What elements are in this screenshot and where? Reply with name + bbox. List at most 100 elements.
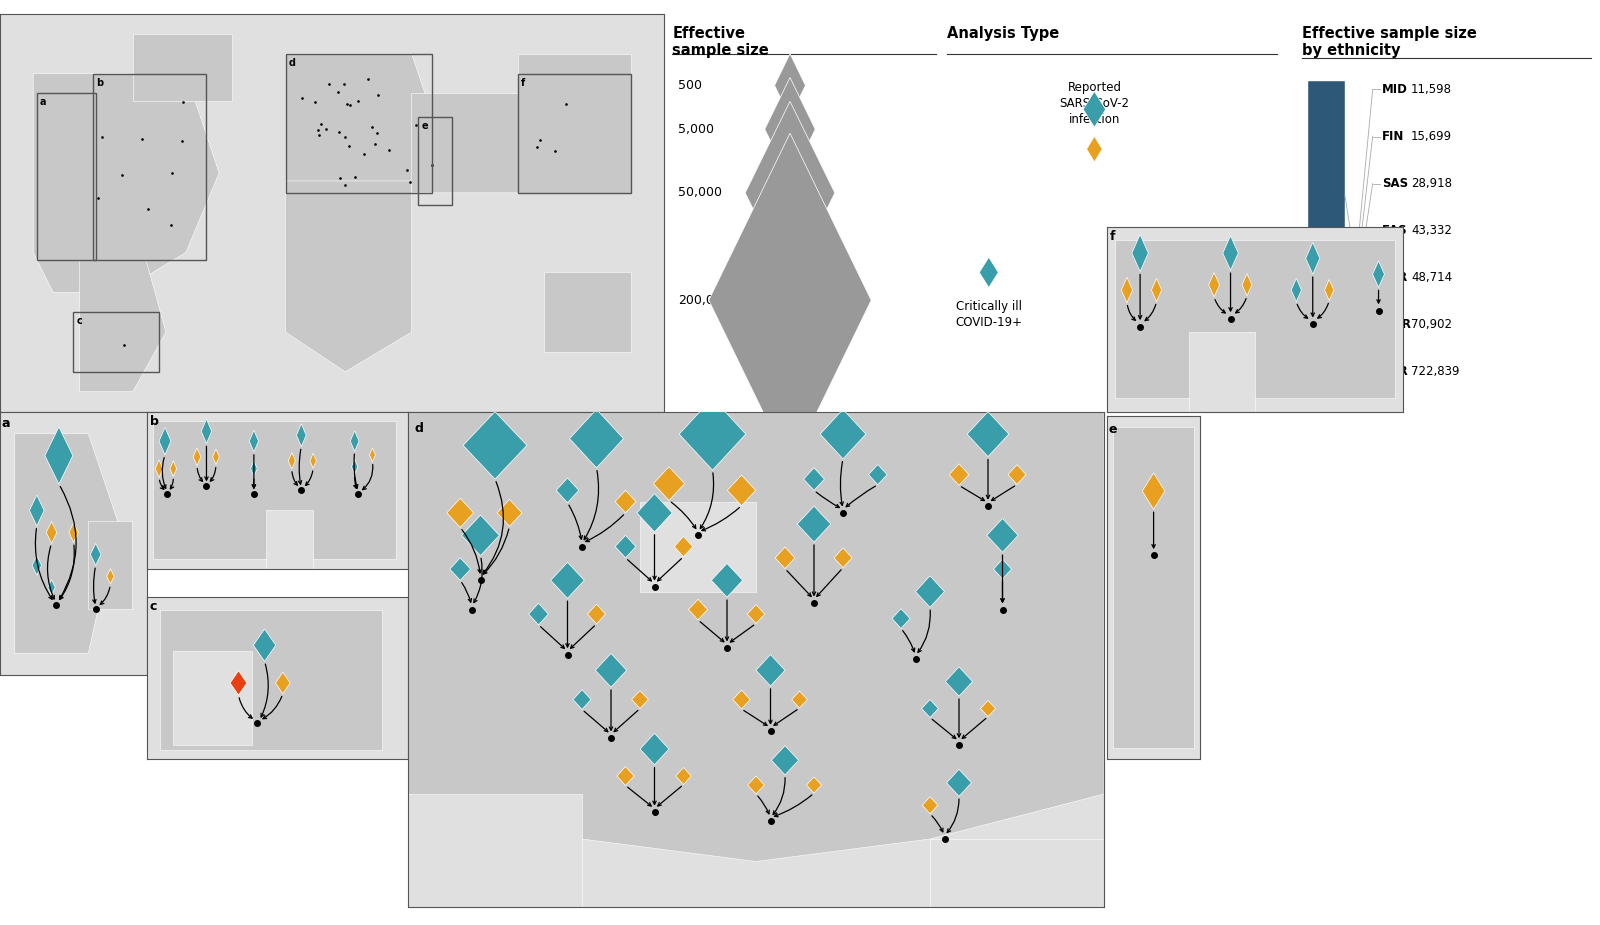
Polygon shape (1291, 278, 1301, 302)
Polygon shape (1142, 473, 1165, 510)
Polygon shape (408, 794, 582, 906)
Polygon shape (797, 506, 830, 542)
Text: 11,598: 11,598 (1411, 83, 1453, 96)
Text: SAS: SAS (1382, 177, 1408, 190)
Polygon shape (462, 412, 526, 479)
Polygon shape (230, 671, 246, 695)
Polygon shape (498, 500, 522, 526)
Polygon shape (1008, 464, 1026, 485)
Polygon shape (893, 609, 910, 628)
Text: 200,000: 200,000 (678, 294, 730, 307)
Polygon shape (757, 655, 786, 686)
Polygon shape (250, 430, 259, 452)
Polygon shape (930, 839, 1104, 906)
Polygon shape (869, 464, 886, 485)
Polygon shape (765, 78, 816, 181)
Text: AMR: AMR (1382, 318, 1411, 331)
Polygon shape (653, 467, 685, 500)
Polygon shape (803, 468, 824, 490)
Text: EUR: EUR (1382, 365, 1408, 378)
Polygon shape (587, 604, 605, 624)
Polygon shape (352, 459, 358, 475)
Polygon shape (746, 102, 835, 284)
Polygon shape (712, 563, 742, 598)
Text: Effective
sample size: Effective sample size (672, 26, 770, 58)
Polygon shape (88, 522, 133, 610)
Polygon shape (518, 54, 630, 192)
Bar (285, 54, 432, 192)
Polygon shape (154, 422, 397, 559)
Text: c: c (77, 316, 82, 327)
Bar (93, 73, 206, 261)
Polygon shape (637, 494, 672, 532)
Text: 70,902: 70,902 (1411, 318, 1453, 331)
Polygon shape (1152, 278, 1162, 302)
Polygon shape (573, 690, 590, 709)
Polygon shape (614, 490, 635, 512)
Polygon shape (80, 261, 166, 392)
Text: c: c (150, 600, 157, 613)
Polygon shape (1189, 332, 1254, 412)
Polygon shape (160, 610, 382, 750)
Text: Reported
SARS-CoV-2
infection: Reported SARS-CoV-2 infection (1059, 81, 1130, 127)
Polygon shape (747, 605, 765, 623)
Polygon shape (806, 777, 821, 793)
Polygon shape (29, 495, 45, 525)
Polygon shape (310, 453, 317, 468)
Polygon shape (1131, 235, 1149, 272)
Polygon shape (946, 667, 973, 697)
Text: 722,839: 722,839 (1411, 365, 1459, 378)
Bar (1309, 333, 1346, 349)
Polygon shape (411, 93, 565, 192)
Polygon shape (678, 398, 746, 470)
Polygon shape (616, 767, 634, 785)
Polygon shape (194, 448, 200, 465)
Polygon shape (614, 536, 635, 558)
Polygon shape (173, 650, 251, 745)
Text: Analysis Type: Analysis Type (947, 26, 1059, 41)
Text: b: b (96, 78, 104, 88)
Polygon shape (922, 699, 939, 718)
Text: Hospitalised
COVID-19+: Hospitalised COVID-19+ (1128, 301, 1202, 329)
Polygon shape (922, 796, 938, 814)
Polygon shape (979, 257, 998, 288)
Polygon shape (446, 499, 474, 527)
Polygon shape (107, 569, 114, 584)
Polygon shape (981, 700, 995, 717)
Bar (1309, 349, 1346, 362)
Polygon shape (675, 768, 691, 784)
Polygon shape (213, 449, 219, 464)
Polygon shape (1122, 278, 1133, 302)
Polygon shape (709, 133, 872, 467)
Polygon shape (32, 556, 42, 575)
Polygon shape (747, 776, 765, 794)
Polygon shape (728, 475, 755, 506)
Bar (1309, 376, 1346, 380)
Polygon shape (994, 560, 1011, 579)
Bar (1309, 371, 1346, 376)
Polygon shape (285, 181, 411, 372)
Polygon shape (966, 412, 1010, 457)
Polygon shape (1112, 427, 1195, 747)
Polygon shape (774, 547, 795, 569)
Text: 5,000: 5,000 (678, 123, 714, 136)
Bar (418, 117, 451, 204)
Polygon shape (350, 431, 358, 451)
Polygon shape (170, 461, 176, 476)
Bar (518, 73, 630, 192)
Text: FIN: FIN (1382, 130, 1405, 143)
Polygon shape (688, 599, 707, 620)
Polygon shape (34, 73, 219, 292)
Text: f: f (1110, 230, 1115, 243)
Polygon shape (158, 427, 171, 455)
Polygon shape (1222, 236, 1238, 270)
Polygon shape (408, 412, 1104, 861)
Polygon shape (915, 576, 944, 608)
Polygon shape (155, 460, 163, 477)
Text: EAS: EAS (1382, 224, 1408, 237)
Polygon shape (1083, 92, 1106, 128)
Polygon shape (821, 410, 866, 459)
Polygon shape (45, 427, 74, 484)
Polygon shape (632, 691, 648, 709)
Text: 48,714: 48,714 (1411, 271, 1453, 284)
